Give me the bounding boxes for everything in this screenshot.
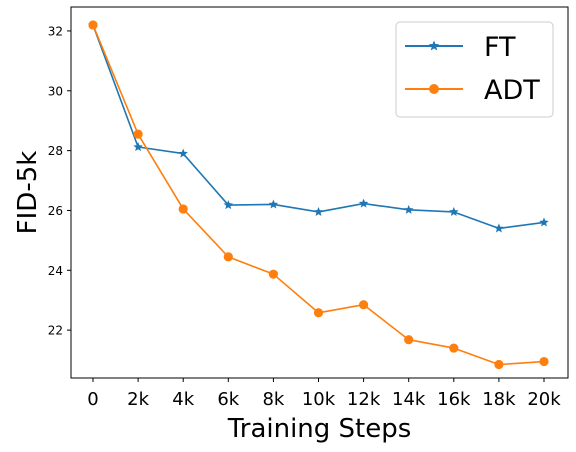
legend-label-ft: FT [484,32,516,63]
data-point-adt [178,204,188,214]
x-tick-label: 2k [127,389,149,410]
y-tick-label: 24 [48,264,63,278]
data-point-ft [358,198,369,208]
x-tick-label: 18k [482,389,516,410]
legend-marker-ft [428,40,440,51]
y-tick-label: 28 [48,144,63,158]
x-tick-label: 10k [302,389,336,410]
x-tick-label: 8k [262,389,284,410]
x-tick-label: 14k [392,389,426,410]
data-point-ft [313,206,324,216]
data-point-adt [539,356,549,367]
x-tick-label: 0 [87,389,98,410]
x-tick-label: 6k [217,389,239,410]
data-point-ft [268,199,279,209]
data-point-ft [539,217,549,227]
data-point-adt [133,129,143,139]
x-tick-label: 4k [172,389,194,410]
data-point-adt [223,252,233,262]
series-layer [88,19,549,370]
y-tick-label: 26 [48,204,63,218]
x-axis-ticks: 0 2k 4k 6k 8k 10k 12k 14k 16k 18k 20k [87,378,561,410]
x-tick-label: 12k [347,389,381,410]
x-tick-label: 20k [527,389,561,410]
data-point-adt [268,269,278,279]
data-point-ft [494,223,504,233]
x-axis-label: Training Steps [227,414,412,444]
legend-label-adt: ADT [484,75,540,106]
data-point-adt [449,343,459,353]
data-point-adt [88,20,98,30]
data-point-ft [178,148,188,158]
y-tick-label: 22 [48,324,63,338]
y-tick-label: 32 [48,24,63,38]
y-axis-label: FID-5k [13,151,43,235]
data-point-adt [404,335,414,345]
data-point-ft [133,142,143,152]
data-point-ft [223,200,234,210]
x-tick-label: 16k [437,389,471,410]
data-point-adt [359,300,369,310]
data-point-ft [403,204,414,214]
data-point-ft [449,206,459,216]
data-point-adt [313,308,324,318]
legend: FT ADT [395,21,554,118]
legend-marker-adt [429,84,439,94]
y-axis-ticks: 22 24 26 28 30 32 [48,24,71,338]
y-tick-label: 30 [48,84,63,98]
data-point-adt [494,359,504,370]
plot-frame [70,6,569,379]
